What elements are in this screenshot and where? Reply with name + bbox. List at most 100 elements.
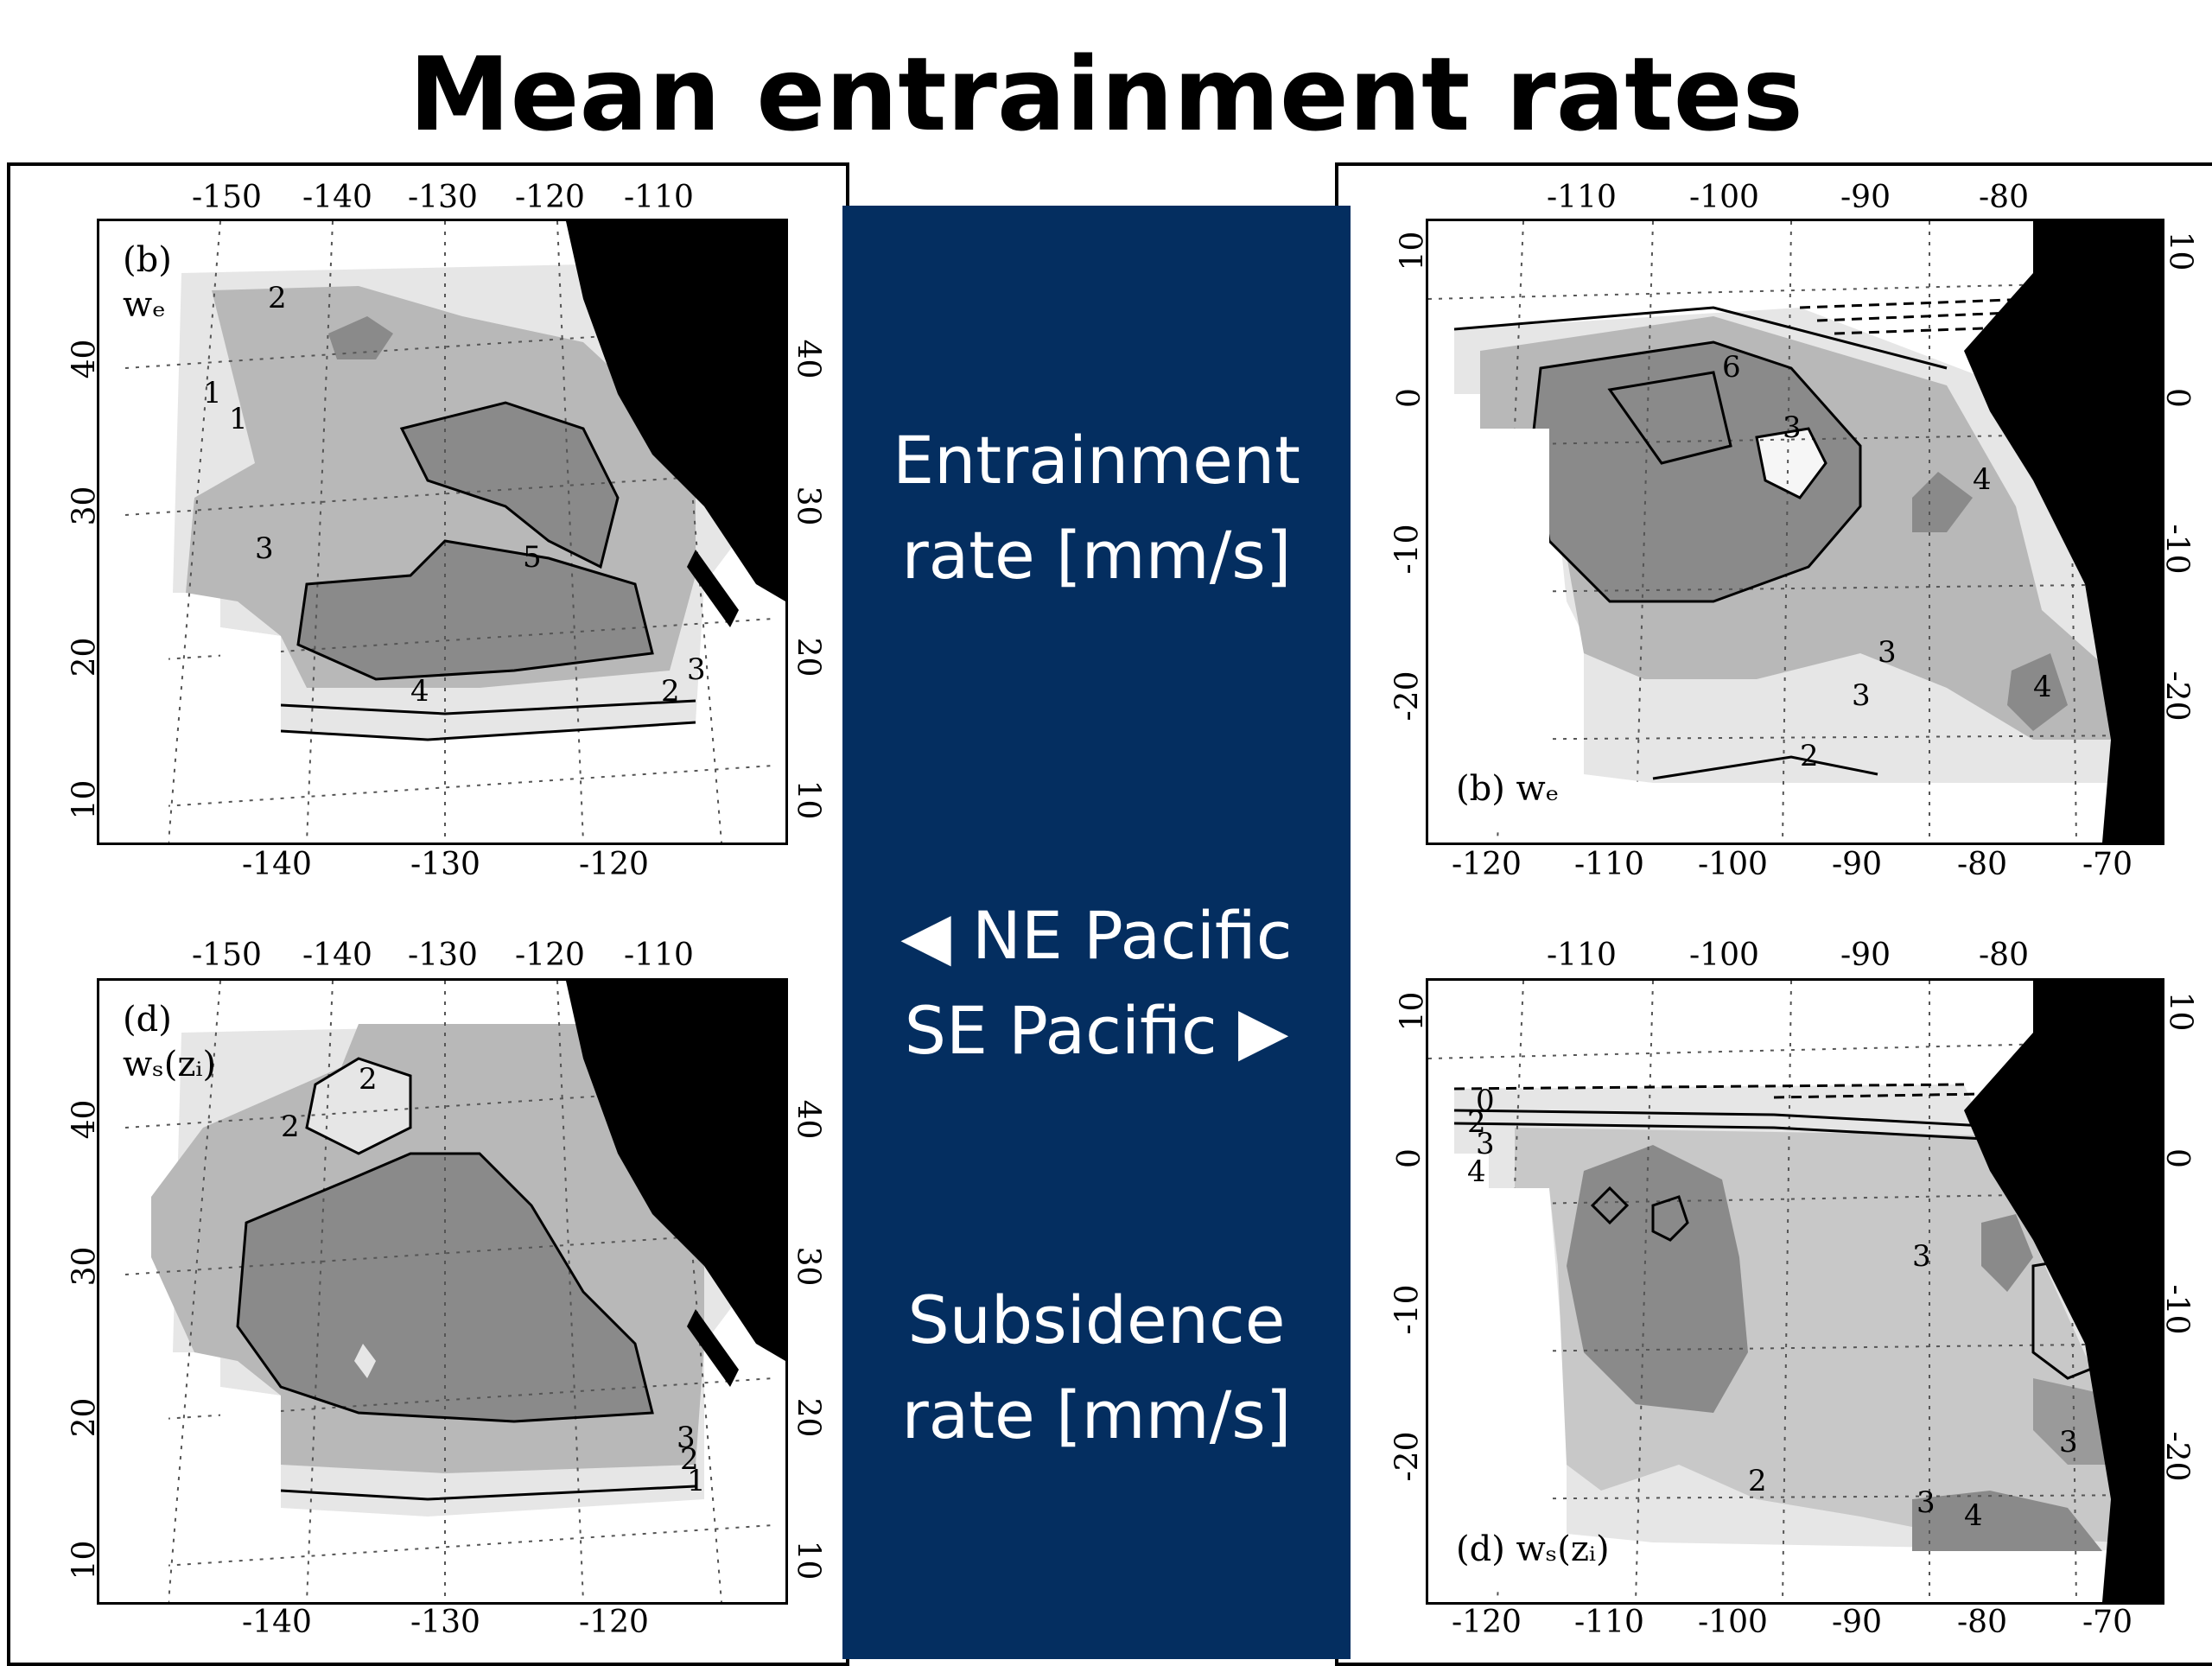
tick-label: -120 (515, 180, 585, 215)
tick-label: -120 (515, 938, 585, 973)
tick-label: 10 (790, 779, 826, 820)
tick-label: -100 (1698, 847, 1768, 882)
subsidence-label-line1: Subsidence (907, 1281, 1286, 1358)
tick-label: 20 (790, 637, 826, 677)
tick-label: -100 (1689, 180, 1759, 215)
contour-label: 6 (1722, 350, 1741, 385)
tick-label: -140 (302, 180, 372, 215)
tick-label: -80 (1979, 180, 2029, 215)
tick-label: -130 (408, 180, 478, 215)
tick-label: -120 (579, 1605, 649, 1640)
contour-label: 3 (677, 1421, 696, 1455)
se-top-map: 6 3 4 3 3 4 2 (1426, 219, 2164, 845)
variable-label: wₛ(zᵢ) (123, 1045, 217, 1084)
contour-label: 3 (1912, 1239, 1931, 1274)
tick-label: -140 (302, 938, 372, 973)
contour-label: 2 (661, 674, 680, 709)
ne-bottom-map: 2 2 3 2 1 (97, 978, 788, 1605)
tick-label: 10 (790, 1540, 826, 1580)
tick-label: -100 (1698, 1605, 1768, 1640)
contour-label: 3 (1878, 635, 1897, 670)
tick-label: 10 (2162, 991, 2198, 1032)
contour-label: 2 (281, 1110, 300, 1144)
contour-label: 3 (1852, 678, 1871, 713)
tick-label: -130 (410, 1605, 480, 1640)
tick-label: -20 (1389, 671, 1426, 722)
panel-label: (d) wₛ(zᵢ) (1456, 1529, 1610, 1569)
land-mass (687, 550, 739, 627)
tick-label: 40 (790, 339, 826, 379)
tick-label: -130 (410, 847, 480, 882)
tick-label: -130 (408, 938, 478, 973)
tick-label: -110 (1547, 938, 1617, 973)
contour-label: 4 (1467, 1154, 1486, 1189)
contour-label: 1 (203, 376, 222, 410)
tick-label: -110 (624, 938, 694, 973)
tick-label: -110 (624, 180, 694, 215)
tick-label: -10 (1389, 1284, 1426, 1335)
tick-label: -120 (579, 847, 649, 882)
contour-label: 4 (410, 674, 429, 709)
contour-label: 4 (1964, 1498, 1983, 1533)
tick-label: 0 (2158, 1148, 2195, 1168)
tick-label: 40 (790, 1099, 826, 1140)
variable-label: wₑ (123, 285, 166, 325)
panel-label: (d) (123, 1000, 172, 1040)
tick-label: -90 (1832, 847, 1882, 882)
tick-label: 0 (1391, 1148, 1427, 1168)
tick-label: 0 (1391, 388, 1427, 408)
se-bottom-map: 0 2 3 4 3 2 3 3 4 (1426, 978, 2164, 1605)
tick-label: -10 (1389, 524, 1426, 575)
page-title: Mean entrainment rates (409, 35, 1803, 154)
contour-label: 1 (687, 1464, 706, 1498)
contour-label: 5 (523, 540, 542, 575)
contour-label: 3 (1783, 410, 1802, 445)
contour-label: 2 (268, 281, 287, 315)
contour-label: 3 (2059, 1425, 2078, 1459)
contour-label: 2 (1467, 1105, 1486, 1140)
contour-label: 2 (359, 1062, 378, 1097)
dark-shade (328, 316, 393, 359)
contour-label: 2 (1748, 1464, 1767, 1498)
contour-label: 2 (1800, 739, 1819, 773)
contour-label: 2 (680, 1442, 699, 1477)
contour-label: 0 (1476, 1084, 1495, 1118)
tick-label: -120 (1452, 1605, 1522, 1640)
tick-label: -70 (2082, 1605, 2133, 1640)
tick-label: -90 (1840, 180, 1891, 215)
dark-shade (402, 403, 618, 567)
tick-label: 0 (2158, 388, 2195, 408)
contour-label: 3 (1476, 1127, 1495, 1161)
panel-label: (b) wₑ (1456, 769, 1560, 809)
tick-label: 30 (790, 486, 826, 526)
subsidence-label-line2: rate [mm/s] (901, 1377, 1292, 1453)
tick-label: 10 (2162, 231, 2198, 271)
ne-top-map: 2 1 1 3 5 4 2 3 (97, 219, 788, 845)
tick-label: -120 (1452, 847, 1522, 882)
contour-label: 1 (229, 402, 248, 436)
tick-label: -100 (1689, 938, 1759, 973)
se-pacific-label: SE Pacific ▶ (904, 992, 1289, 1069)
tick-label: -110 (1574, 1605, 1644, 1640)
entrainment-label-line2: rate [mm/s] (901, 517, 1292, 594)
tick-label: 20 (790, 1397, 826, 1438)
tick-label: -80 (1957, 1605, 2007, 1640)
tick-label: -110 (1547, 180, 1617, 215)
tick-label: -80 (1957, 847, 2007, 882)
tick-label: -20 (1389, 1431, 1426, 1482)
tick-label: -90 (1832, 1605, 1882, 1640)
tick-label: -110 (1574, 847, 1644, 882)
contour-label: 4 (1973, 462, 1992, 497)
tick-label: 30 (790, 1246, 826, 1287)
contour-label: 3 (255, 531, 274, 566)
contour-label: 3 (1916, 1485, 1936, 1520)
ne-pacific-label: ◀ NE Pacific (900, 897, 1293, 974)
tick-label: -150 (192, 180, 262, 215)
contour-label: 3 (687, 652, 706, 687)
tick-label: -90 (1840, 938, 1891, 973)
tick-label: -70 (2082, 847, 2133, 882)
land-mass (566, 221, 785, 601)
tick-label: -140 (242, 1605, 312, 1640)
center-legend-panel: Entrainment rate [mm/s] ◀ NE Pacific SE … (842, 206, 1351, 1659)
tick-label: -80 (1979, 938, 2029, 973)
